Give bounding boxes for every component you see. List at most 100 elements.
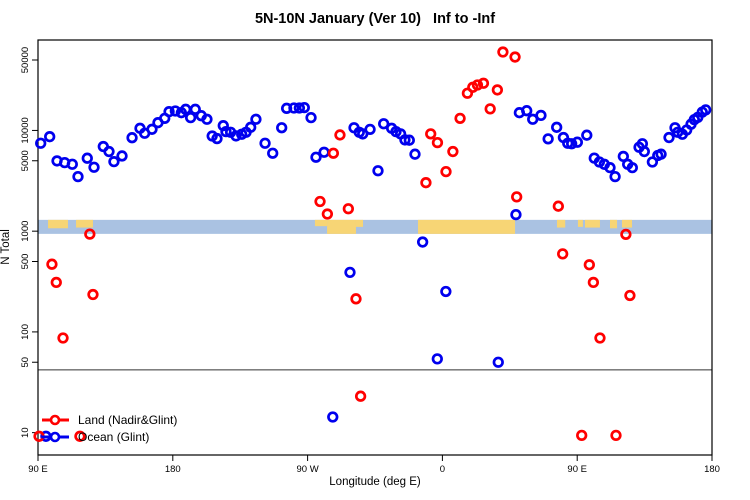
data-point-ocean	[88, 161, 100, 173]
data-point-land	[420, 177, 432, 189]
data-point-ocean	[126, 132, 138, 144]
data-point-ocean	[431, 353, 443, 365]
data-point-ocean	[211, 132, 223, 145]
legend-item-land: Land (Nadir&Glint)	[42, 411, 177, 428]
data-point-ocean	[103, 145, 115, 158]
data-point-land	[497, 46, 509, 58]
data-point-ocean	[344, 266, 356, 279]
legend-item-ocean: Ocean (Glint)	[42, 428, 177, 445]
data-point-ocean	[189, 103, 201, 115]
data-point-ocean	[298, 101, 310, 114]
data-point-land	[431, 136, 444, 149]
data-point-ocean	[230, 130, 242, 142]
data-point-ocean	[638, 145, 650, 158]
map-band-ocean	[38, 219, 712, 234]
data-point-ocean	[372, 165, 384, 177]
data-point-ocean	[169, 105, 181, 117]
data-point-land	[587, 276, 600, 289]
data-point-land	[477, 77, 490, 89]
data-point-ocean	[440, 285, 452, 298]
data-point-ocean	[44, 131, 56, 143]
x-tick-label: 180	[165, 464, 181, 475]
data-point-ocean	[521, 105, 533, 117]
data-point-land	[425, 128, 437, 140]
data-point-ocean	[492, 356, 504, 368]
data-point-ocean	[259, 137, 271, 149]
data-point-ocean	[220, 125, 232, 138]
data-point-land	[440, 165, 452, 178]
map-band-land-patch	[417, 219, 516, 234]
data-point-land	[334, 129, 346, 141]
data-point-ocean	[409, 148, 421, 160]
data-point-land	[509, 51, 521, 63]
data-point-ocean	[571, 136, 583, 148]
y-tick-label: 500	[20, 254, 31, 270]
y-tick-label: 1000	[20, 221, 31, 242]
x-tick-label: 180	[704, 464, 720, 475]
map-band-land-patch	[355, 219, 364, 227]
data-point-ocean	[416, 236, 429, 248]
data-point-land	[484, 103, 496, 115]
data-point-land	[594, 332, 606, 344]
data-point-ocean	[663, 131, 675, 144]
y-tick-label: 50000	[20, 47, 31, 73]
data-point-land	[84, 228, 96, 240]
data-point-ocean	[66, 158, 78, 170]
data-point-ocean	[318, 146, 330, 158]
legend-label-ocean: Ocean (Glint)	[78, 429, 150, 444]
data-point-ocean	[399, 134, 411, 146]
map-band-land-patch	[48, 219, 68, 229]
data-point-land	[327, 147, 340, 159]
data-point-land	[610, 429, 622, 442]
legend: Land (Nadir&Glint) Ocean (Glint)	[42, 411, 177, 445]
data-point-ocean	[535, 109, 547, 122]
x-axis-label: Longitude (deg E)	[329, 476, 421, 488]
data-point-land	[576, 429, 588, 442]
data-point-land	[74, 430, 86, 442]
data-point-ocean	[581, 129, 593, 141]
map-band-land-patch	[556, 219, 566, 228]
map-band-land-patch	[327, 219, 356, 234]
data-point-land	[321, 208, 334, 220]
plot-box	[37, 39, 713, 456]
data-point-land	[454, 112, 466, 124]
data-point-land	[447, 145, 459, 158]
data-point-ocean	[646, 156, 659, 168]
data-point-ocean	[288, 102, 300, 114]
data-point-land	[354, 390, 367, 402]
data-point-ocean	[655, 148, 667, 160]
data-point-land	[57, 332, 69, 344]
data-point-ocean	[551, 121, 563, 133]
data-point-ocean	[510, 208, 522, 221]
data-point-land	[471, 79, 484, 91]
x-tick-label: 90 E	[567, 464, 587, 475]
map-band-land-patch	[314, 219, 328, 227]
data-point-land	[511, 191, 523, 203]
data-point-land	[342, 203, 354, 215]
data-point-ocean	[626, 162, 638, 174]
data-point-land	[50, 276, 62, 289]
data-point-ocean	[310, 151, 322, 163]
data-point-ocean	[276, 122, 288, 134]
data-point-land	[87, 288, 99, 301]
chart-title: 5N-10N January (Ver 10) Inf to -Inf	[254, 11, 496, 27]
data-point-ocean	[542, 133, 554, 145]
data-point-ocean	[364, 123, 376, 135]
data-point-land	[552, 200, 564, 212]
legend-label-land: Land (Nadir&Glint)	[78, 412, 178, 427]
map-band-land-patch	[621, 219, 633, 228]
data-point-land	[314, 195, 326, 208]
data-point-land	[46, 258, 58, 270]
data-point-land	[583, 259, 595, 271]
data-point-ocean	[146, 123, 158, 135]
x-tick-label: 90 W	[297, 464, 319, 475]
data-point-ocean	[72, 170, 84, 183]
data-point-ocean	[566, 138, 578, 150]
data-point-ocean	[604, 162, 616, 174]
data-point-land	[624, 289, 636, 302]
data-point-ocean	[116, 150, 128, 162]
data-point-ocean	[327, 411, 339, 423]
data-point-ocean	[245, 121, 257, 133]
